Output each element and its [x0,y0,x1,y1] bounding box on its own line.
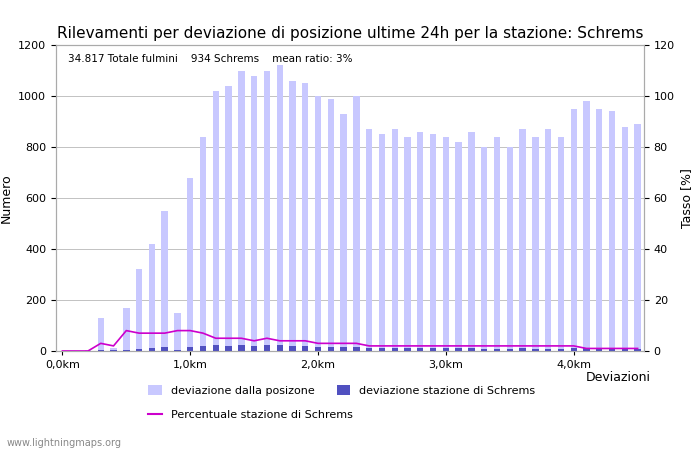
Bar [442,348,449,351]
Bar [596,348,603,351]
Bar [225,86,232,351]
Bar [328,99,334,351]
Bar [430,134,436,351]
Bar [622,126,628,351]
Text: 34.817 Totale fulmini    934 Schrems    mean ratio: 3%: 34.817 Totale fulmini 934 Schrems mean r… [68,54,352,64]
Bar [558,349,564,351]
Bar [468,348,475,351]
Bar [494,137,500,351]
Bar [391,129,398,351]
Bar [136,349,142,351]
Bar [340,347,346,351]
Bar [289,346,295,351]
Bar [519,348,526,351]
Bar [111,348,117,351]
Bar [238,346,244,351]
Bar [391,348,398,351]
Bar [354,347,360,351]
Title: Rilevamenti per deviazione di posizione ultime 24h per la stazione: Schrems: Rilevamenti per deviazione di posizione … [57,26,643,41]
Bar [366,348,372,351]
Bar [264,71,270,351]
Bar [174,350,181,351]
Bar [532,137,538,351]
Bar [417,348,424,351]
Bar [302,83,309,351]
Bar [609,348,615,351]
Bar [379,134,385,351]
Bar [442,137,449,351]
Bar [328,347,334,351]
Bar [251,346,258,351]
Bar [430,348,436,351]
Bar [85,350,91,351]
Bar [622,349,628,351]
Bar [558,137,564,351]
Y-axis label: Tasso [%]: Tasso [%] [680,168,694,228]
Bar [302,346,309,351]
Bar [199,346,206,351]
Bar [570,109,577,351]
Bar [456,142,462,351]
Bar [315,347,321,351]
Bar [238,71,244,351]
Bar [251,76,258,351]
Bar [532,349,538,351]
Bar [545,349,552,351]
Bar [405,348,411,351]
Bar [507,147,513,351]
Bar [264,346,270,351]
Bar [174,313,181,351]
Bar [162,347,168,351]
Bar [570,348,577,351]
Bar [481,147,487,351]
Bar [315,96,321,351]
Legend: Percentuale stazione di Schrems: Percentuale stazione di Schrems [144,405,357,425]
Bar [225,346,232,351]
Y-axis label: Numero: Numero [0,173,13,223]
Bar [213,346,219,351]
Bar [494,349,500,351]
Text: Deviazioni: Deviazioni [586,371,651,384]
Bar [136,270,142,351]
Bar [583,348,589,351]
Bar [213,91,219,351]
Bar [276,65,283,351]
Bar [276,345,283,351]
Text: www.lightningmaps.org: www.lightningmaps.org [7,437,122,447]
Bar [481,349,487,351]
Bar [519,129,526,351]
Bar [340,114,346,351]
Bar [199,137,206,351]
Bar [354,96,360,351]
Bar [123,308,130,351]
Bar [545,129,552,351]
Bar [634,124,640,351]
Bar [507,349,513,351]
Bar [97,350,104,351]
Bar [596,109,603,351]
Bar [417,132,424,351]
Bar [162,211,168,351]
Bar [366,129,372,351]
Bar [187,178,193,351]
Bar [456,348,462,351]
Bar [609,111,615,351]
Bar [97,318,104,351]
Bar [583,101,589,351]
Bar [634,349,640,351]
Bar [405,137,411,351]
Bar [123,350,130,351]
Bar [379,348,385,351]
Bar [187,347,193,351]
Bar [289,81,295,351]
Bar [468,132,475,351]
Bar [148,244,155,351]
Bar [148,348,155,351]
